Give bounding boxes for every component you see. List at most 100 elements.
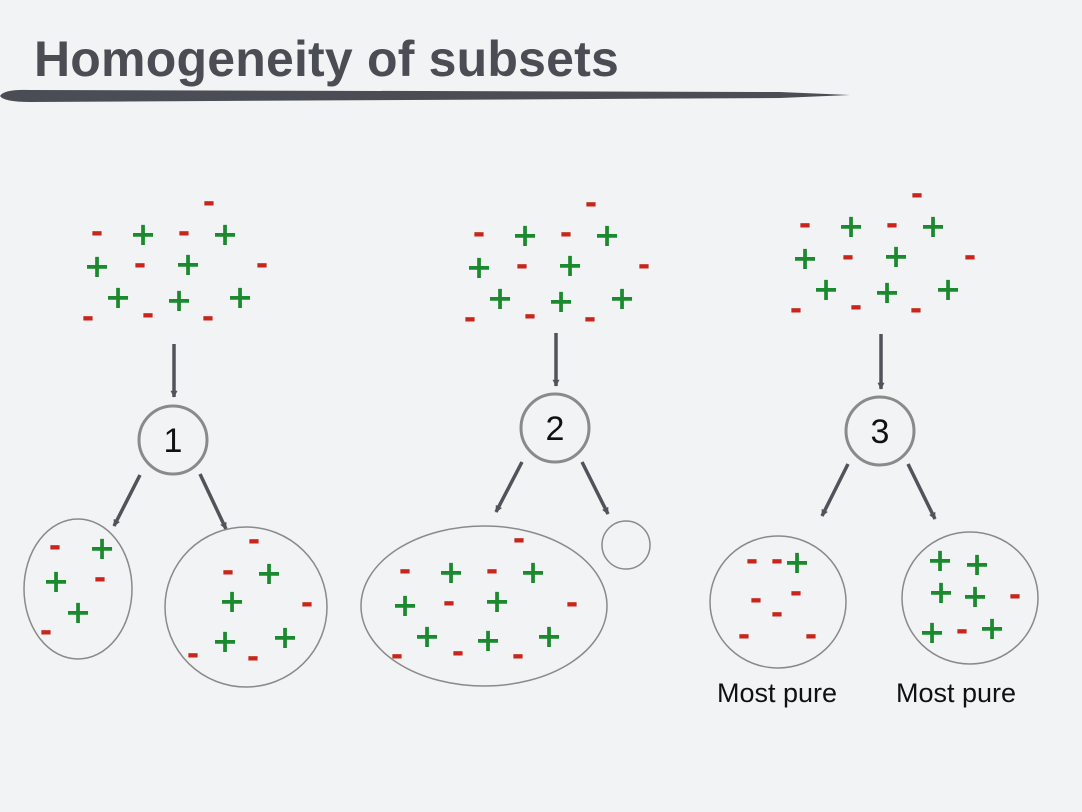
- plus-sample-mark: +: [175, 245, 202, 283]
- plus-sample-mark: +: [964, 545, 991, 583]
- minus-sample-mark: -: [516, 248, 528, 283]
- plus-sample-mark: +: [43, 562, 70, 600]
- node-3-label: 3: [871, 413, 890, 451]
- minus-sample-mark: -: [911, 177, 923, 212]
- minus-sample-mark: -: [560, 216, 572, 251]
- minus-sample-mark: -: [178, 215, 190, 250]
- plus-sample-mark: +: [935, 270, 962, 308]
- minus-sample-mark: -: [94, 561, 106, 596]
- arrow-node-1-left: [112, 474, 142, 527]
- plus-sample-mark: +: [166, 281, 193, 319]
- minus-sample-mark: -: [746, 543, 758, 578]
- child-1b-subset: [164, 526, 328, 688]
- plus-sample-mark: +: [272, 618, 299, 656]
- minus-sample-mark: -: [452, 635, 464, 670]
- arrow-node-3-right: [906, 463, 937, 520]
- plus-sample-mark: +: [487, 279, 514, 317]
- minus-sample-mark: -: [391, 638, 403, 673]
- minus-sample-mark: -: [222, 554, 234, 589]
- plus-sample-mark: +: [84, 247, 111, 285]
- child-3b-subset: [901, 531, 1039, 665]
- node-1-label: 1: [164, 422, 183, 460]
- plus-sample-mark: +: [874, 273, 901, 311]
- minus-sample-mark: -: [886, 207, 898, 242]
- plus-sample-mark: +: [520, 553, 547, 591]
- plus-sample-mark: +: [609, 279, 636, 317]
- minus-sample-mark: -: [256, 247, 268, 282]
- child-2b-subset: [601, 520, 651, 570]
- parent-sample-1: -- + - ++ - + -+ + +- - -: [82, 185, 268, 335]
- plus-sample-mark: +: [594, 216, 621, 254]
- minus-sample-mark: -: [750, 582, 762, 617]
- child-1a-subset: [23, 518, 133, 660]
- plus-sample-mark: +: [392, 586, 419, 624]
- minus-sample-mark: -: [566, 586, 578, 621]
- minus-sample-mark: -: [399, 553, 411, 588]
- split-3: -- + - ++ - + -+ + +- - - 3 - - +- --- - + ++ + -+ - + Most…: [709, 177, 1039, 708]
- node-2-circle: [519, 392, 591, 464]
- plus-sample-mark: +: [105, 278, 132, 316]
- plus-sample-mark: +: [130, 215, 157, 253]
- minus-sample-mark: -: [964, 239, 976, 274]
- arrow-node-1-right: [198, 473, 228, 530]
- child-3a-subset: [709, 535, 847, 669]
- minus-sample-mark: -: [1009, 578, 1021, 613]
- parent-sample-3: -- + - ++ - + -+ + +- - -: [790, 177, 976, 327]
- node-1-circle: [137, 404, 209, 476]
- child-1a-items: - ++ -+-: [40, 529, 116, 649]
- minus-sample-mark: -: [247, 640, 259, 675]
- node-3: 3: [844, 395, 916, 467]
- child-2a-items: -- + - ++ - + -+ + +- - -: [391, 522, 578, 673]
- plus-sample-mark: +: [920, 207, 947, 245]
- child-3b-caption: Most pure: [896, 678, 1016, 708]
- child-3a-items: - - +- --- -: [738, 543, 817, 653]
- arrow-node-2-left: [494, 461, 524, 513]
- minus-sample-mark: -: [40, 614, 52, 649]
- minus-sample-mark: -: [203, 185, 215, 220]
- minus-sample-mark: -: [771, 596, 783, 631]
- plus-sample-mark: +: [838, 207, 865, 245]
- child-1b-items: -- ++ -+ +- -: [187, 523, 313, 675]
- plus-sample-mark: +: [813, 270, 840, 308]
- plus-sample-mark: +: [927, 541, 954, 579]
- minus-sample-mark: -: [524, 298, 536, 333]
- title-underline: [0, 89, 850, 102]
- plus-sample-mark: +: [883, 237, 910, 275]
- plus-sample-mark: +: [548, 282, 575, 320]
- plus-sample-mark: +: [979, 609, 1006, 647]
- minus-sample-mark: -: [486, 553, 498, 588]
- plus-sample-mark: +: [212, 622, 239, 660]
- node-1: 1: [137, 404, 209, 476]
- plus-sample-mark: +: [928, 573, 955, 611]
- split-2: -- + - ++ - + -+ + +- - - 2 -- + - ++ - + -+ + +- - -: [360, 186, 651, 687]
- child-3a-caption: Most pure: [717, 678, 837, 708]
- minus-sample-mark: -: [301, 586, 313, 621]
- minus-sample-mark: -: [910, 292, 922, 327]
- minus-sample-mark: -: [512, 638, 524, 673]
- minus-sample-mark: -: [513, 522, 525, 557]
- arrow-node-2-right: [580, 461, 610, 515]
- plus-sample-mark: +: [414, 617, 441, 655]
- plus-sample-mark: +: [475, 621, 502, 659]
- minus-sample-mark: -: [850, 289, 862, 324]
- node-2-label: 2: [546, 410, 565, 448]
- minus-sample-mark: -: [248, 523, 260, 558]
- parent-sample-2: -- + - ++ - + -+ + +- - -: [464, 186, 650, 336]
- plus-sample-mark: +: [536, 617, 563, 655]
- plus-sample-mark: +: [557, 246, 584, 284]
- minus-sample-mark: -: [91, 215, 103, 250]
- minus-sample-mark: -: [790, 292, 802, 327]
- split-1: -- + - ++ - + -+ + +- - - 1 - ++ -+- -- ++ -+ +- -: [23, 185, 328, 688]
- plus-sample-mark: +: [438, 553, 465, 591]
- plus-sample-mark: +: [89, 529, 116, 567]
- plus-sample-mark: +: [919, 613, 946, 651]
- minus-sample-mark: -: [82, 300, 94, 335]
- plus-sample-mark: +: [466, 248, 493, 286]
- minus-sample-mark: -: [771, 543, 783, 578]
- plus-sample-mark: +: [484, 582, 511, 620]
- plus-sample-mark: +: [784, 543, 811, 581]
- plus-sample-mark: +: [227, 278, 254, 316]
- plus-sample-mark: +: [256, 554, 283, 592]
- minus-sample-mark: -: [956, 613, 968, 648]
